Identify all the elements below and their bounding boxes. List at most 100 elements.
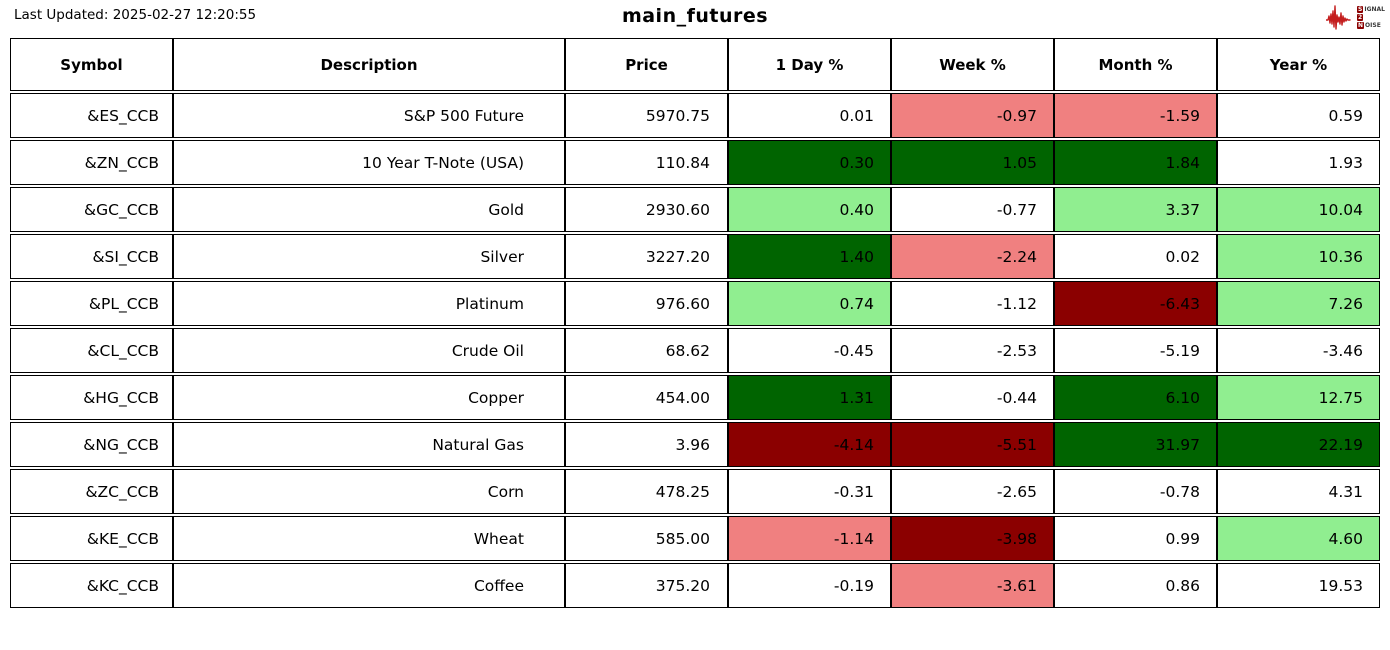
pct-cell: -4.14	[728, 422, 891, 467]
pct-cell: -3.46	[1217, 328, 1380, 373]
column-header-price: Price	[565, 38, 728, 91]
pct-cell: 0.74	[728, 281, 891, 326]
table-row: &SI_CCB Silver 3227.20 1.40 -2.24 0.02 10.36	[10, 234, 1380, 279]
logo-letters: IGNAL	[1364, 5, 1385, 13]
last-updated-text: Last Updated: 2025-02-27 12:20:55	[14, 7, 257, 23]
logo-line: 2	[1357, 13, 1385, 21]
price-cell: 110.84	[565, 140, 728, 185]
pct-cell: 31.97	[1054, 422, 1217, 467]
pct-cell: 12.75	[1217, 375, 1380, 420]
pct-cell: 1.93	[1217, 140, 1380, 185]
signal-2-noise-logo: S IGNAL 2 N OISE	[1326, 3, 1385, 31]
pct-cell: -5.51	[891, 422, 1054, 467]
pct-cell: 19.53	[1217, 563, 1380, 608]
symbol-cell: &CL_CCB	[10, 328, 173, 373]
pct-cell: -6.43	[1054, 281, 1217, 326]
symbol-cell: &NG_CCB	[10, 422, 173, 467]
description-cell: Copper	[173, 375, 565, 420]
pct-cell: 4.60	[1217, 516, 1380, 561]
column-header-1-day: 1 Day %	[728, 38, 891, 91]
pct-cell: 7.26	[1217, 281, 1380, 326]
ecg-waveform-icon	[1326, 5, 1351, 30]
pct-cell: -0.77	[891, 187, 1054, 232]
symbol-cell: &KE_CCB	[10, 516, 173, 561]
description-cell: Corn	[173, 469, 565, 514]
table-row: &ZN_CCB 10 Year T-Note (USA) 110.84 0.30 1.0…	[10, 140, 1380, 185]
logo-line: S IGNAL	[1357, 5, 1385, 13]
symbol-cell: &ES_CCB	[10, 93, 173, 138]
pct-cell: -2.65	[891, 469, 1054, 514]
pct-cell: 0.30	[728, 140, 891, 185]
price-cell: 478.25	[565, 469, 728, 514]
description-cell: S&P 500 Future	[173, 93, 565, 138]
pct-cell: 0.01	[728, 93, 891, 138]
logo-boxed-letter: S	[1357, 5, 1364, 13]
pct-cell: -0.97	[891, 93, 1054, 138]
futures-table: Symbol Description Price 1 Day % Week % Month…	[10, 36, 1380, 610]
description-cell: Wheat	[173, 516, 565, 561]
symbol-cell: &HG_CCB	[10, 375, 173, 420]
pct-cell: -0.45	[728, 328, 891, 373]
pct-cell: 1.31	[728, 375, 891, 420]
table-row: &CL_CCB Crude Oil 68.62 -0.45 -2.53 -5.19 -3.4…	[10, 328, 1380, 373]
table-row: &ZC_CCB Corn 478.25 -0.31 -2.65 -0.78 4.31	[10, 469, 1380, 514]
column-header-year: Year %	[1217, 38, 1380, 91]
description-cell: Crude Oil	[173, 328, 565, 373]
pct-cell: -3.98	[891, 516, 1054, 561]
price-cell: 375.20	[565, 563, 728, 608]
pct-cell: 10.04	[1217, 187, 1380, 232]
pct-cell: -1.14	[728, 516, 891, 561]
logo-wordmark: S IGNAL 2 N OISE	[1357, 5, 1385, 29]
pct-cell: 1.05	[891, 140, 1054, 185]
table-row: &NG_CCB Natural Gas 3.96 -4.14 -5.51 31.97 22.…	[10, 422, 1380, 467]
price-cell: 3227.20	[565, 234, 728, 279]
pct-cell: -0.19	[728, 563, 891, 608]
table-row: &ES_CCB S&P 500 Future 5970.75 0.01 -0.97 -1.…	[10, 93, 1380, 138]
symbol-cell: &ZN_CCB	[10, 140, 173, 185]
price-cell: 3.96	[565, 422, 728, 467]
symbol-cell: &SI_CCB	[10, 234, 173, 279]
pct-cell: -3.61	[891, 563, 1054, 608]
pct-cell: 22.19	[1217, 422, 1380, 467]
table-row: &HG_CCB Copper 454.00 1.31 -0.44 6.10 12.75	[10, 375, 1380, 420]
symbol-cell: &GC_CCB	[10, 187, 173, 232]
symbol-cell: &PL_CCB	[10, 281, 173, 326]
pct-cell: -0.31	[728, 469, 891, 514]
table-row: &PL_CCB Platinum 976.60 0.74 -1.12 -6.43 7.26	[10, 281, 1380, 326]
pct-cell: 0.59	[1217, 93, 1380, 138]
price-cell: 2930.60	[565, 187, 728, 232]
price-cell: 585.00	[565, 516, 728, 561]
price-cell: 5970.75	[565, 93, 728, 138]
pct-cell: -2.53	[891, 328, 1054, 373]
table-row: &KE_CCB Wheat 585.00 -1.14 -3.98 0.99 4.60	[10, 516, 1380, 561]
pct-cell: 1.40	[728, 234, 891, 279]
pct-cell: 0.02	[1054, 234, 1217, 279]
pct-cell: 0.99	[1054, 516, 1217, 561]
logo-boxed-letter: 2	[1357, 13, 1364, 21]
table-row: &KC_CCB Coffee 375.20 -0.19 -3.61 0.86 19.53	[10, 563, 1380, 608]
pct-cell: -5.19	[1054, 328, 1217, 373]
logo-letters: OISE	[1365, 21, 1381, 29]
price-cell: 68.62	[565, 328, 728, 373]
symbol-cell: &KC_CCB	[10, 563, 173, 608]
futures-table-container: Symbol Description Price 1 Day % Week % Month…	[10, 36, 1380, 610]
page-title: main_futures	[621, 5, 769, 27]
pct-cell: -0.78	[1054, 469, 1217, 514]
description-cell: Platinum	[173, 281, 565, 326]
description-cell: Natural Gas	[173, 422, 565, 467]
pct-cell: 3.37	[1054, 187, 1217, 232]
logo-line: N OISE	[1357, 21, 1385, 29]
price-cell: 976.60	[565, 281, 728, 326]
price-cell: 454.00	[565, 375, 728, 420]
pct-cell: 0.40	[728, 187, 891, 232]
table-row: &GC_CCB Gold 2930.60 0.40 -0.77 3.37 10.04	[10, 187, 1380, 232]
column-header-month: Month %	[1054, 38, 1217, 91]
column-header-week: Week %	[891, 38, 1054, 91]
table-header-row: Symbol Description Price 1 Day % Week % Month…	[10, 38, 1380, 91]
symbol-cell: &ZC_CCB	[10, 469, 173, 514]
pct-cell: 10.36	[1217, 234, 1380, 279]
description-cell: Gold	[173, 187, 565, 232]
pct-cell: -1.12	[891, 281, 1054, 326]
column-header-description: Description	[173, 38, 565, 91]
